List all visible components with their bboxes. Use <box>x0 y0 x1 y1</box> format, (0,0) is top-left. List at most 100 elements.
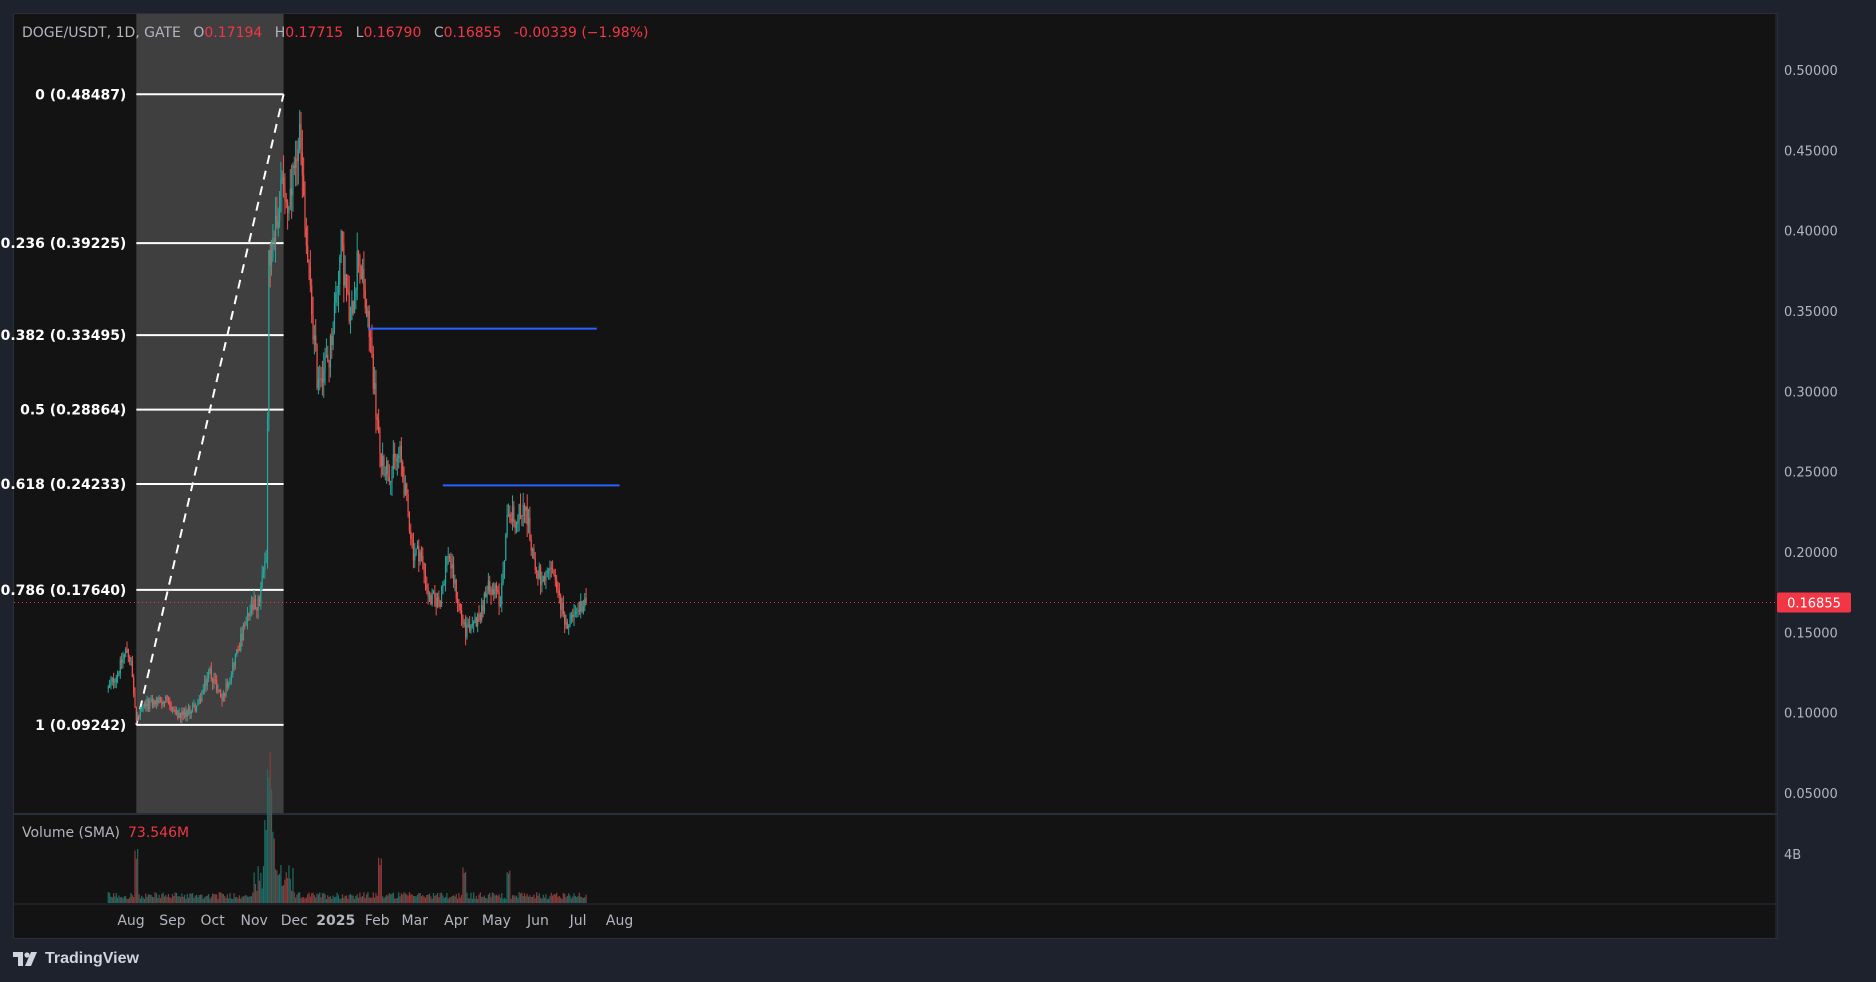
candle-body <box>535 569 538 572</box>
candle-body <box>297 148 299 162</box>
candle-body <box>178 713 180 719</box>
volume-bar <box>447 898 449 903</box>
volume-bar <box>297 892 299 903</box>
candle-body <box>166 696 168 699</box>
candle-body <box>382 456 384 467</box>
candle-body <box>233 662 235 666</box>
volume-bar <box>228 898 230 903</box>
candle-body <box>277 221 279 227</box>
volume-bar <box>242 896 245 903</box>
volume-bar <box>426 895 428 903</box>
candle-body <box>270 257 273 266</box>
candle-body <box>365 308 368 317</box>
volume-bar <box>205 896 207 903</box>
candle-body <box>307 245 309 262</box>
volume-bar <box>424 897 427 903</box>
volume-bar <box>137 849 139 903</box>
candle-body <box>179 713 182 718</box>
volume-bar <box>461 894 463 903</box>
symbol-ticker[interactable]: DOGE/USDT, 1D, GATE <box>22 25 181 41</box>
volume-bar <box>379 865 381 903</box>
volume-bar <box>281 885 283 903</box>
volume-bar <box>150 895 152 903</box>
candle-body <box>225 682 227 697</box>
volume-bar <box>497 895 499 903</box>
volume-bar <box>562 892 564 903</box>
candle-body <box>546 571 548 573</box>
volume-bar <box>224 896 226 903</box>
chart-panel[interactable] <box>13 13 1778 939</box>
candle-body <box>198 697 200 701</box>
candle-body <box>150 698 152 702</box>
candle-body <box>447 556 449 558</box>
volume-bar <box>564 893 566 903</box>
candle-body <box>212 678 214 684</box>
candle-body <box>423 563 425 574</box>
volume-label[interactable]: Volume (SMA) <box>22 825 120 841</box>
volume-bar <box>533 894 535 903</box>
volume-bar <box>344 895 346 903</box>
volume-bar <box>439 893 441 903</box>
volume-bar <box>440 892 443 903</box>
candle-body <box>542 576 544 582</box>
candle-body <box>581 600 583 612</box>
candle-body <box>126 649 128 651</box>
volume-bar <box>261 888 263 903</box>
volume-bar <box>560 897 562 903</box>
volume-bar <box>315 897 317 903</box>
volume-bar <box>309 896 311 903</box>
volume-bar <box>427 894 429 903</box>
volume-bar <box>531 896 534 903</box>
volume-bar <box>249 896 251 903</box>
volume-bar <box>197 897 199 903</box>
candle-body <box>481 605 483 620</box>
candle-body <box>548 570 550 572</box>
candle-body <box>154 700 156 704</box>
candle-body <box>121 659 123 663</box>
candle-body <box>565 621 567 625</box>
candle-body <box>122 658 124 663</box>
candle-body <box>169 701 171 706</box>
volume-bar <box>384 896 386 903</box>
candle-body <box>135 706 137 720</box>
candle-body <box>436 596 439 607</box>
candle-body <box>514 521 516 529</box>
volume-bar <box>135 858 137 903</box>
volume-bar <box>435 894 437 903</box>
candle-body <box>265 560 267 562</box>
volume-bar <box>356 894 358 903</box>
volume-bar <box>313 895 315 903</box>
candle-body <box>237 649 239 651</box>
volume-bar <box>410 894 412 903</box>
candle-body <box>165 696 167 702</box>
candle-body <box>145 703 147 707</box>
candle-body <box>200 697 202 702</box>
candle-body <box>410 531 412 540</box>
candle-body <box>181 711 183 718</box>
candle-body <box>387 460 389 478</box>
volume-bar <box>443 898 445 903</box>
volume-bar <box>438 897 440 903</box>
volume-bar <box>375 893 377 903</box>
volume-bar <box>539 897 542 903</box>
candle-body <box>224 692 226 697</box>
volume-bar <box>265 829 267 903</box>
candle-body <box>526 506 528 525</box>
candle-body <box>391 469 393 482</box>
volume-bar <box>400 893 402 903</box>
volume-bar <box>325 898 328 903</box>
volume-bar <box>395 898 397 903</box>
volume-bar <box>245 895 247 903</box>
tradingview-logo[interactable]: TradingView <box>13 950 139 968</box>
volume-bar <box>186 893 188 903</box>
candle-body <box>336 292 338 294</box>
candle-body <box>131 660 133 678</box>
volume-bar <box>262 866 265 903</box>
volume-bar <box>448 897 451 903</box>
volume-bar <box>204 897 206 903</box>
price-axis-label: 0.40000 <box>1784 225 1838 240</box>
candle-body <box>426 584 428 589</box>
candle-body <box>195 705 198 711</box>
volume-bar <box>178 896 180 903</box>
